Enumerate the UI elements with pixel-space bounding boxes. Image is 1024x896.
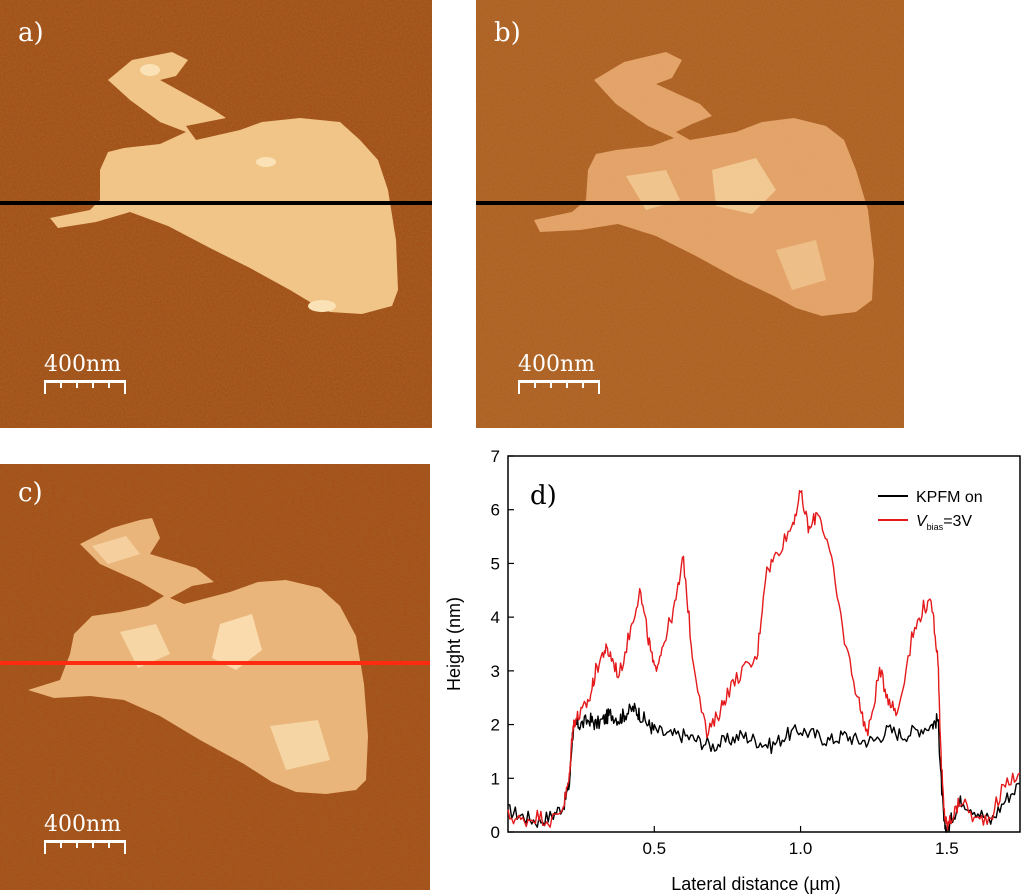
scalebar-c — [44, 840, 126, 843]
afm-image-c — [0, 464, 430, 890]
y-tick-label: 4 — [491, 608, 500, 627]
x-tick-label: 1.5 — [935, 839, 959, 858]
afm-image-b — [476, 0, 904, 428]
panel-label-a: a) — [18, 18, 44, 48]
panel-label-c: c) — [18, 478, 43, 508]
legend: KPFM on Vbias=3V — [878, 489, 983, 532]
panel-label-b: b) — [494, 18, 521, 48]
profile-line-a — [0, 201, 432, 205]
afm-image-a — [0, 0, 432, 428]
x-tick-label: 1.0 — [789, 839, 813, 858]
y-axis-label: Height (nm) — [444, 597, 464, 691]
profile-line-b — [476, 201, 904, 205]
scalebar-a — [44, 380, 126, 383]
y-tick-label: 2 — [491, 716, 500, 735]
scalebar-label-a: 400nm — [44, 352, 122, 377]
scalebar-label-c: 400nm — [44, 812, 122, 837]
y-tick-label: 1 — [491, 769, 500, 788]
y-tick-label: 6 — [491, 501, 500, 520]
series-line-vbias — [507, 490, 1021, 831]
series-line-kpfm — [507, 702, 1021, 833]
y-tick-label: 5 — [491, 554, 500, 573]
chart-panel-label: d) — [530, 481, 557, 511]
y-tick-label: 7 — [491, 447, 500, 466]
height-profile-chart: 0 1 2 3 4 5 6 7 0.5 1.0 1.5 d) Lateral distance (µ… — [444, 447, 1021, 894]
flake-a — [50, 52, 398, 314]
y-tick-label: 3 — [491, 662, 500, 681]
legend-label-vbias: Vbias=3V — [916, 513, 972, 532]
x-tick-label: 0.5 — [642, 839, 666, 858]
plot-area — [507, 455, 1021, 833]
x-axis-label: Lateral distance (µm) — [671, 874, 840, 894]
scalebar-b — [518, 380, 600, 383]
afm-panel-c: c) 400nm — [0, 464, 430, 890]
profile-line-c — [0, 661, 430, 665]
scalebar-label-b: 400nm — [518, 352, 596, 377]
y-tick-label: 0 — [491, 823, 500, 842]
afm-panel-b: b) 400nm — [476, 0, 904, 428]
legend-label-kpfm: KPFM on — [916, 489, 983, 506]
afm-panel-a: a) 400nm — [0, 0, 432, 428]
